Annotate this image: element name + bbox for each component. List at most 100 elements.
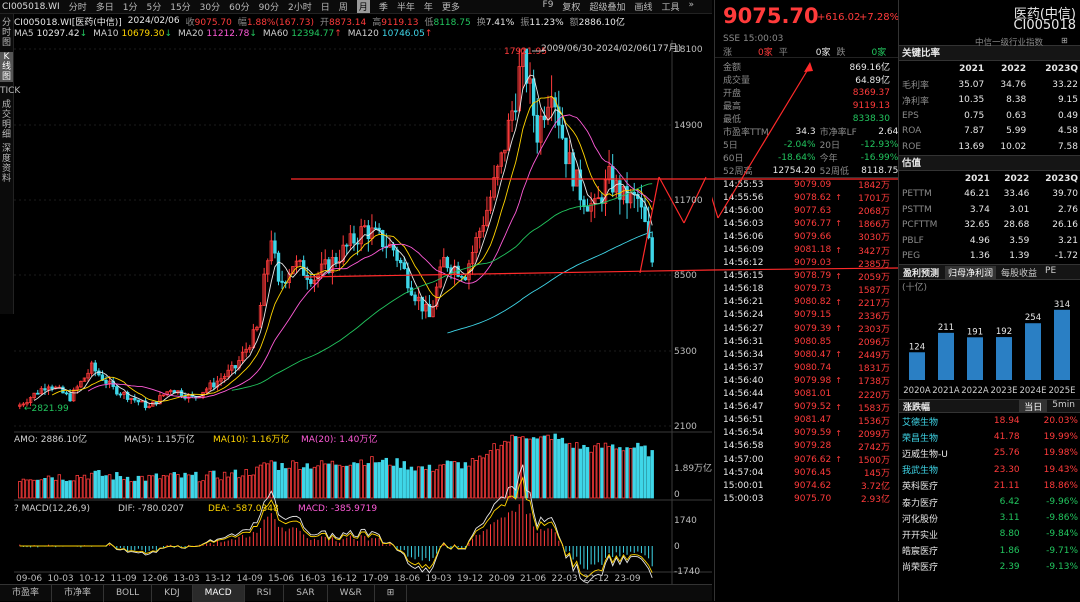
mover-row[interactable]: 荣昌生物 41.78 19.99% <box>899 429 1080 445</box>
indicator-tab[interactable]: 市净率 <box>52 584 105 602</box>
period-tab[interactable]: 30分 <box>199 3 221 13</box>
ratio-row: 市盈率TTM 34.3 市净率LF 2.64 <box>715 125 906 139</box>
up-count: 0家 <box>758 48 773 58</box>
mover-row[interactable]: 河化股份 3.11 -9.86% <box>899 510 1080 526</box>
expand-icon[interactable]: ⊞ <box>1061 36 1068 45</box>
tick-row[interactable]: 14:55:56 9078.62 ↑ 1701万 <box>715 191 898 205</box>
candle-body <box>513 110 518 113</box>
tick-arrow-icon <box>833 361 844 374</box>
toolbar-button[interactable]: 画线 <box>634 3 653 13</box>
tick-row[interactable]: 14:56:06 9079.66 3030万 <box>715 230 898 244</box>
tick-row[interactable]: 14:56:12 9079.03 2385万 <box>715 257 898 270</box>
movers-tab[interactable]: 当日 <box>1019 399 1048 413</box>
toolbar-button[interactable]: 工具 <box>661 3 680 13</box>
tick-row[interactable]: 14:56:09 9081.18 ↑ 3427万 <box>715 243 898 257</box>
mover-row[interactable]: 艾德生物 18.94 20.03% <box>899 413 1080 429</box>
period-tab[interactable]: 60分 <box>229 3 250 13</box>
forecast-tab[interactable]: 每股收益 <box>1001 268 1038 279</box>
period-tab[interactable]: 5分 <box>146 3 162 13</box>
tick-row[interactable]: 15:00:01 9074.62 3.72亿 <box>715 479 898 493</box>
period-tab[interactable]: 月 <box>356 0 370 13</box>
toolbar-button[interactable]: 超级叠加 <box>589 3 626 13</box>
volume-bar <box>528 438 532 499</box>
tick-row[interactable]: 14:56:51 9081.47 1536万 <box>715 414 898 427</box>
indicator-tab[interactable]: ⊞ <box>375 584 408 602</box>
period-tab[interactable]: 周 <box>338 3 348 13</box>
indicator-tab[interactable]: KDJ <box>152 584 193 602</box>
kline-chart[interactable]: 17921.95 ←2821.99 18100 14900 11700 8500 5300… <box>14 40 712 584</box>
period-tab[interactable]: 季 <box>378 3 388 13</box>
tick-row[interactable]: 15:00:03 9075.70 2.93亿 <box>715 492 898 506</box>
ma-arrow-icon: ↑ <box>334 29 342 39</box>
tick-list[interactable]: 14:55:53 9079.09 1842万 14:55:56 9078.62 ↑ 1701… <box>715 178 898 506</box>
toolbar-button[interactable]: 复权 <box>562 3 581 13</box>
tick-row[interactable]: 14:56:37 9080.74 1831万 <box>715 361 898 375</box>
view-tab[interactable]: 深度资料 <box>1 144 11 184</box>
view-tab[interactable]: 成交明细 <box>1 100 11 140</box>
indicator-tab[interactable]: MACD <box>192 584 245 602</box>
mover-row[interactable]: 英科医疗 21.11 18.86% <box>899 478 1080 494</box>
candle-body <box>118 393 123 396</box>
period-tab[interactable]: 分时 <box>68 3 87 13</box>
tick-row[interactable]: 14:56:31 9080.85 2096万 <box>715 335 898 349</box>
table-row: EPS 0.75 0.63 0.49 <box>899 108 1080 124</box>
movers-tab[interactable]: 5min <box>1052 399 1075 410</box>
tick-row[interactable]: 14:56:15 9078.79 ↑ 2059万 <box>715 270 898 283</box>
tick-row[interactable]: 14:56:21 9080.82 ↑ 2217万 <box>715 296 898 309</box>
indicator-tab[interactable]: 市盈率 <box>0 584 53 602</box>
tick-row[interactable]: 14:56:34 9080.47 ↑ 2449万 <box>715 348 898 362</box>
ma-line <box>447 231 653 334</box>
period-tab[interactable]: 15分 <box>170 3 191 13</box>
tick-row[interactable]: 14:55:53 9079.09 1842万 <box>715 178 898 192</box>
tick-row[interactable]: 14:56:47 9079.52 ↑ 1583万 <box>715 401 898 414</box>
toolbar-button[interactable]: » <box>688 0 694 10</box>
macd-dif-line <box>19 464 653 584</box>
mover-row[interactable]: 开开实业 8.80 -9.84% <box>899 526 1080 542</box>
tick-arrow-icon <box>833 204 844 217</box>
period-tab[interactable]: 更多 <box>441 3 460 13</box>
tick-row[interactable]: 14:57:04 9076.45 145万 <box>715 466 898 480</box>
forecast-tab[interactable]: PE <box>1045 265 1057 276</box>
period-tab[interactable]: 90分 <box>258 3 280 13</box>
volume-bar <box>57 474 62 499</box>
tick-row[interactable]: 14:56:24 9079.15 2336万 <box>715 309 898 322</box>
tick-row[interactable]: 14:56:18 9079.73 1587万 <box>715 283 898 296</box>
period-tab[interactable]: 日 <box>320 3 330 13</box>
chg-field: 幅1.88%(167.73) <box>238 15 314 28</box>
view-tab[interactable]: 分时图 <box>1 18 11 48</box>
mover-row[interactable]: 皓宸医疗 1.86 -9.71% <box>899 543 1080 559</box>
tick-row[interactable]: 14:56:27 9079.39 ↑ 2303万 <box>715 322 898 336</box>
tick-row[interactable]: 14:56:00 9077.63 2068万 <box>715 204 898 218</box>
mover-row[interactable]: 我武生物 23.30 19.43% <box>899 462 1080 478</box>
mover-row[interactable]: 尚荣医疗 2.39 -9.13% <box>899 559 1080 575</box>
tick-row[interactable]: 14:56:44 9081.01 2220万 <box>715 388 898 401</box>
view-tab[interactable]: TICK <box>0 86 21 96</box>
indicator-tab[interactable]: W&R <box>328 584 375 602</box>
candle-body <box>470 251 475 265</box>
period-tab[interactable]: 1分 <box>122 3 138 13</box>
period-tab[interactable]: 多日 <box>95 3 114 13</box>
tick-row[interactable]: 14:56:58 9079.28 2742万 <box>715 440 898 453</box>
mover-row[interactable]: 泰力医疗 6.42 -9.96% <box>899 494 1080 510</box>
tick-volume: 2303万 <box>858 325 890 336</box>
mover-row[interactable]: 迈威生物-U 25.76 19.98% <box>899 445 1080 461</box>
tick-price: 9080.74 <box>794 362 832 373</box>
tick-row[interactable]: 14:56:03 9076.77 ↑ 1866万 <box>715 217 898 231</box>
indicator-tab[interactable]: BOLL <box>104 584 153 602</box>
row-label: EPS <box>902 110 919 121</box>
candle-body <box>359 226 363 245</box>
candle-body <box>68 393 72 402</box>
tick-row[interactable]: 14:56:54 9079.59 ↑ 2099万 <box>715 427 898 440</box>
year-header: 2021 <box>959 64 985 74</box>
indicator-tab[interactable]: RSI <box>245 584 285 602</box>
tick-row[interactable]: 14:57:00 9076.62 ↑ 1500万 <box>715 453 898 467</box>
volume-bar <box>89 472 94 499</box>
tick-row[interactable]: 14:56:40 9079.98 ↑ 1738万 <box>715 374 898 388</box>
period-tab[interactable]: 年 <box>423 3 433 13</box>
forecast-tab[interactable]: 归母净利润 <box>945 265 997 279</box>
period-tab[interactable]: 2小时 <box>288 3 312 13</box>
period-tab[interactable]: 半年 <box>396 3 415 13</box>
indicator-tab[interactable]: SAR <box>284 584 328 602</box>
toolbar-button[interactable]: F9 <box>542 0 554 10</box>
view-tab[interactable]: K线图 <box>0 52 13 82</box>
